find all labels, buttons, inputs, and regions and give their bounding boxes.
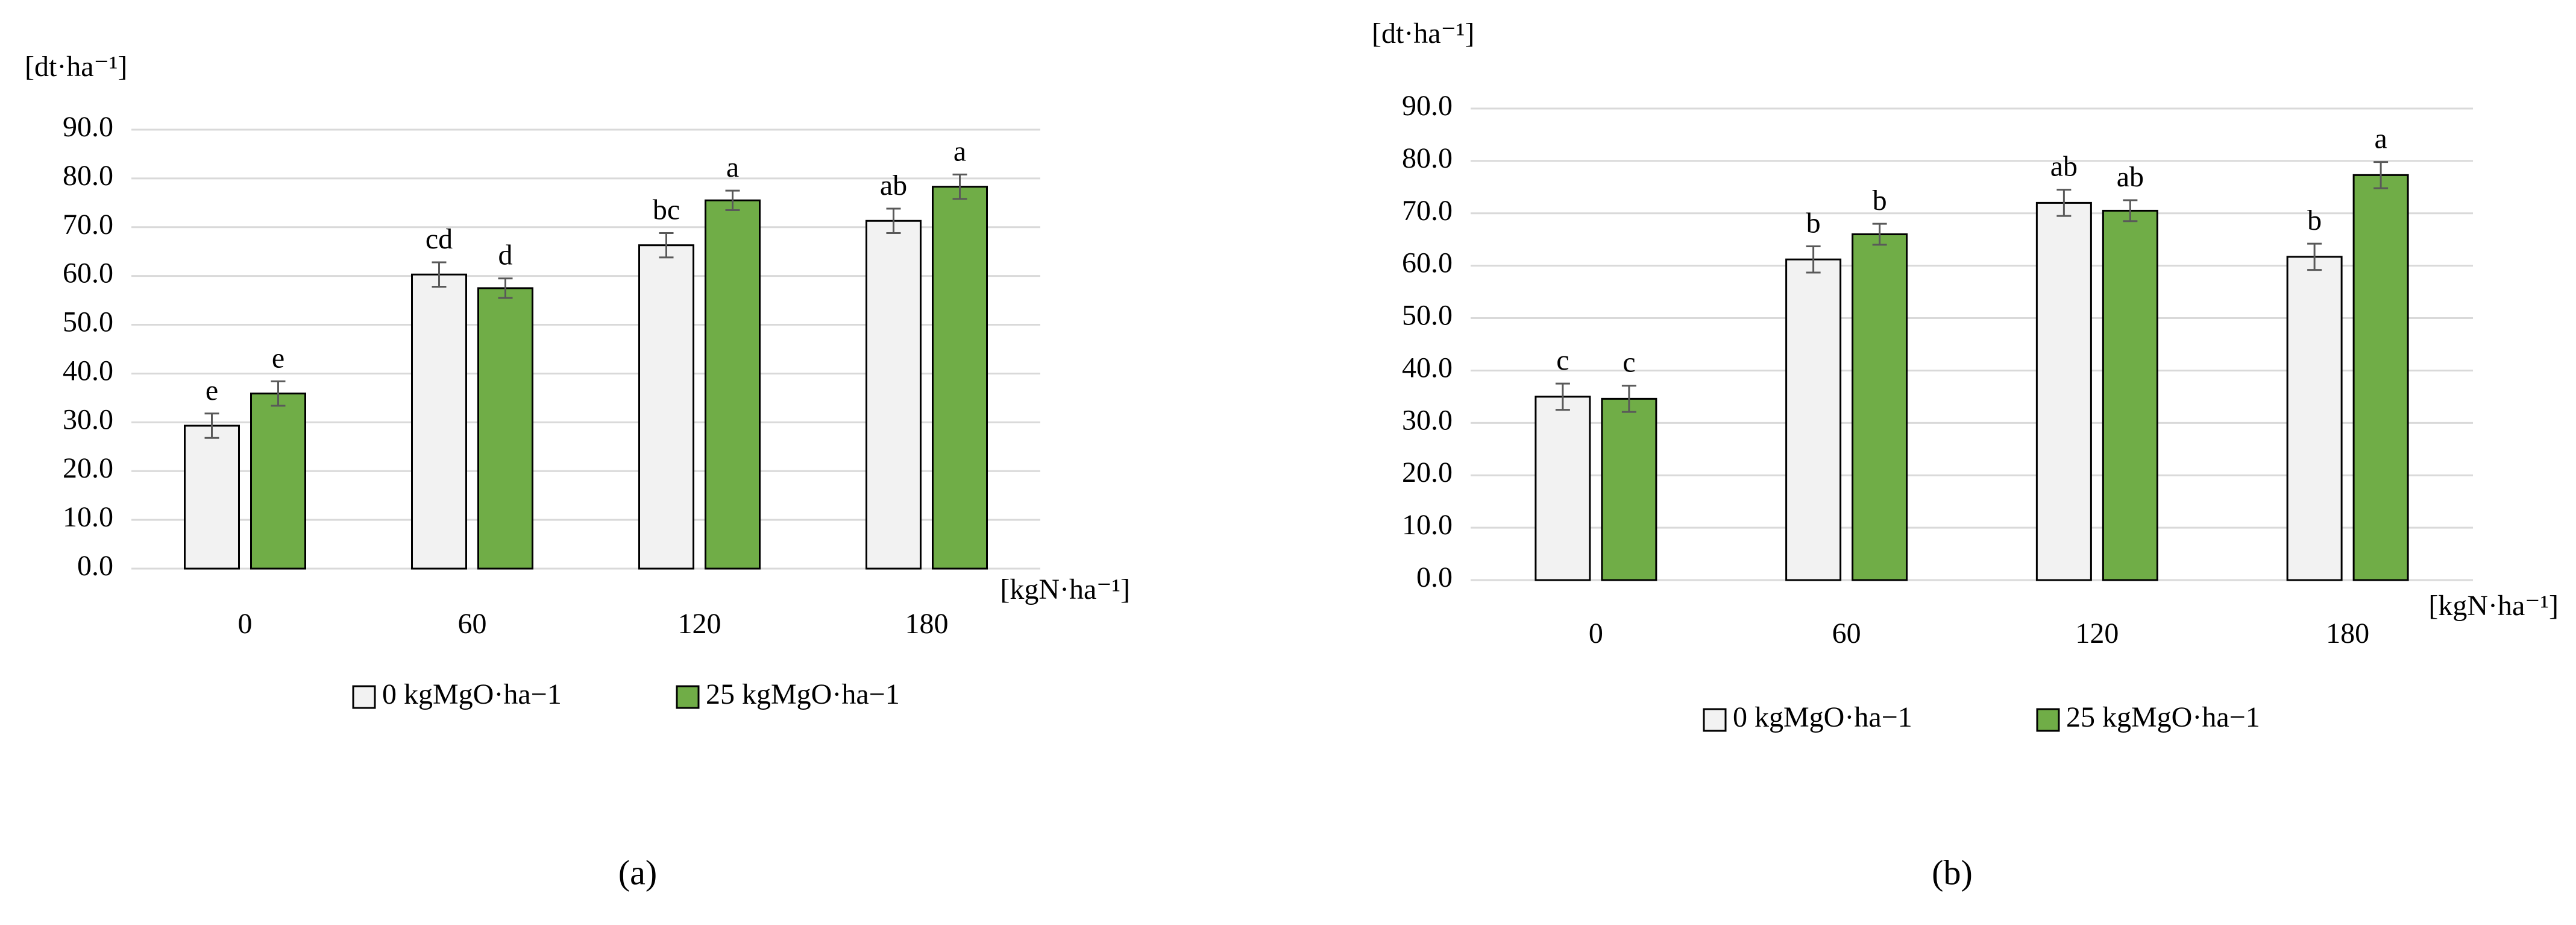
bar (477, 287, 533, 570)
y-tick-label: 20.0 (63, 452, 113, 484)
error-bar (1872, 223, 1887, 246)
y-tick-label: 60.0 (1402, 247, 1453, 279)
y-tick-label: 90.0 (1402, 90, 1453, 122)
x-axis-label: [kgN·ha⁻¹] (2428, 590, 2559, 622)
significance-label: b (1806, 207, 1821, 239)
error-bar (1555, 382, 1570, 411)
y-axis-label: [dt·ha⁻¹] (1372, 17, 1474, 49)
y-tick-label: 0.0 (1416, 561, 1453, 593)
error-bar (498, 277, 513, 299)
error-bar (659, 232, 674, 259)
legend-swatch (1703, 708, 1727, 732)
x-tick-label: 120 (678, 608, 721, 640)
caption: (a) (618, 853, 657, 892)
x-tick-label: 60 (1832, 617, 1861, 649)
x-tick-label: 180 (905, 608, 949, 640)
x-tick-label: 180 (2326, 617, 2369, 649)
y-tick-label: 10.0 (1402, 509, 1453, 541)
y-tick-label: 80.0 (1402, 142, 1453, 174)
legend-swatch (2036, 708, 2060, 732)
significance-label: ab (880, 169, 907, 201)
y-tick-label: 80.0 (63, 160, 113, 192)
error-bar (2056, 189, 2072, 217)
significance-label: b (1873, 185, 1887, 216)
error-bar (2307, 242, 2322, 271)
y-tick-label: 50.0 (1402, 300, 1453, 332)
error-bar (2123, 199, 2138, 223)
x-tick-label: 120 (2075, 617, 2119, 649)
error-bar (1621, 385, 1636, 413)
y-tick-label: 50.0 (63, 306, 113, 338)
y-tick-label: 40.0 (1402, 352, 1453, 384)
error-bar (952, 173, 967, 200)
significance-label: bc (653, 194, 680, 226)
bar (932, 186, 988, 570)
legend-swatch (352, 685, 376, 709)
legend-swatch (676, 685, 700, 709)
bar (2035, 201, 2092, 581)
x-tick-label: 0 (1589, 617, 1603, 649)
significance-label: c (1556, 344, 1569, 376)
significance-label: a (726, 151, 739, 183)
y-tick-label: 30.0 (1402, 404, 1453, 436)
y-tick-label: 40.0 (63, 355, 113, 387)
legend-label: 25 kgMgO·ha−1 (706, 678, 900, 710)
legend-label: 25 kgMgO·ha−1 (2066, 701, 2260, 733)
bar (184, 425, 240, 570)
y-tick-label: 60.0 (63, 257, 113, 289)
bar (1535, 396, 1591, 581)
y-tick-label: 30.0 (63, 403, 113, 435)
error-bar (725, 189, 740, 211)
bar (250, 393, 306, 570)
caption: (b) (1932, 853, 1973, 892)
x-tick-label: 0 (238, 608, 253, 640)
x-axis-label: [kgN·ha⁻¹] (1000, 573, 1130, 605)
error-bar (2373, 161, 2389, 189)
y-tick-label: 20.0 (1402, 456, 1453, 488)
bar (865, 219, 922, 570)
error-bar (204, 412, 219, 439)
significance-label: c (1623, 347, 1635, 379)
x-tick-label: 60 (458, 608, 487, 640)
error-bar (432, 261, 447, 288)
bar (638, 244, 694, 570)
bar (2286, 256, 2343, 581)
significance-label: b (2307, 204, 2322, 236)
significance-label: d (498, 239, 513, 271)
y-tick-label: 70.0 (1402, 195, 1453, 227)
significance-label: ab (2050, 151, 2078, 183)
legend-label: 0 kgMgO·ha−1 (1733, 701, 1912, 733)
error-bar (886, 207, 901, 234)
significance-label: cd (426, 223, 453, 255)
y-tick-label: 10.0 (63, 501, 113, 533)
bar (2102, 209, 2158, 581)
significance-label: e (272, 342, 284, 374)
bar (1601, 397, 1657, 581)
bar (1852, 233, 1908, 581)
bar (411, 273, 467, 570)
y-tick-label: 0.0 (77, 550, 113, 582)
error-bar (1806, 245, 1821, 274)
y-tick-label: 90.0 (63, 111, 113, 143)
significance-label: a (2374, 123, 2387, 155)
legend-label: 0 kgMgO·ha−1 (382, 678, 562, 710)
bar (2352, 174, 2409, 581)
bar (705, 199, 761, 570)
y-tick-label: 70.0 (63, 209, 113, 241)
significance-label: a (953, 135, 966, 167)
error-bar (271, 380, 286, 407)
bar (1785, 258, 1842, 581)
significance-label: ab (2117, 161, 2144, 193)
y-axis-label: [dt·ha⁻¹] (25, 51, 127, 83)
significance-label: e (206, 374, 218, 406)
